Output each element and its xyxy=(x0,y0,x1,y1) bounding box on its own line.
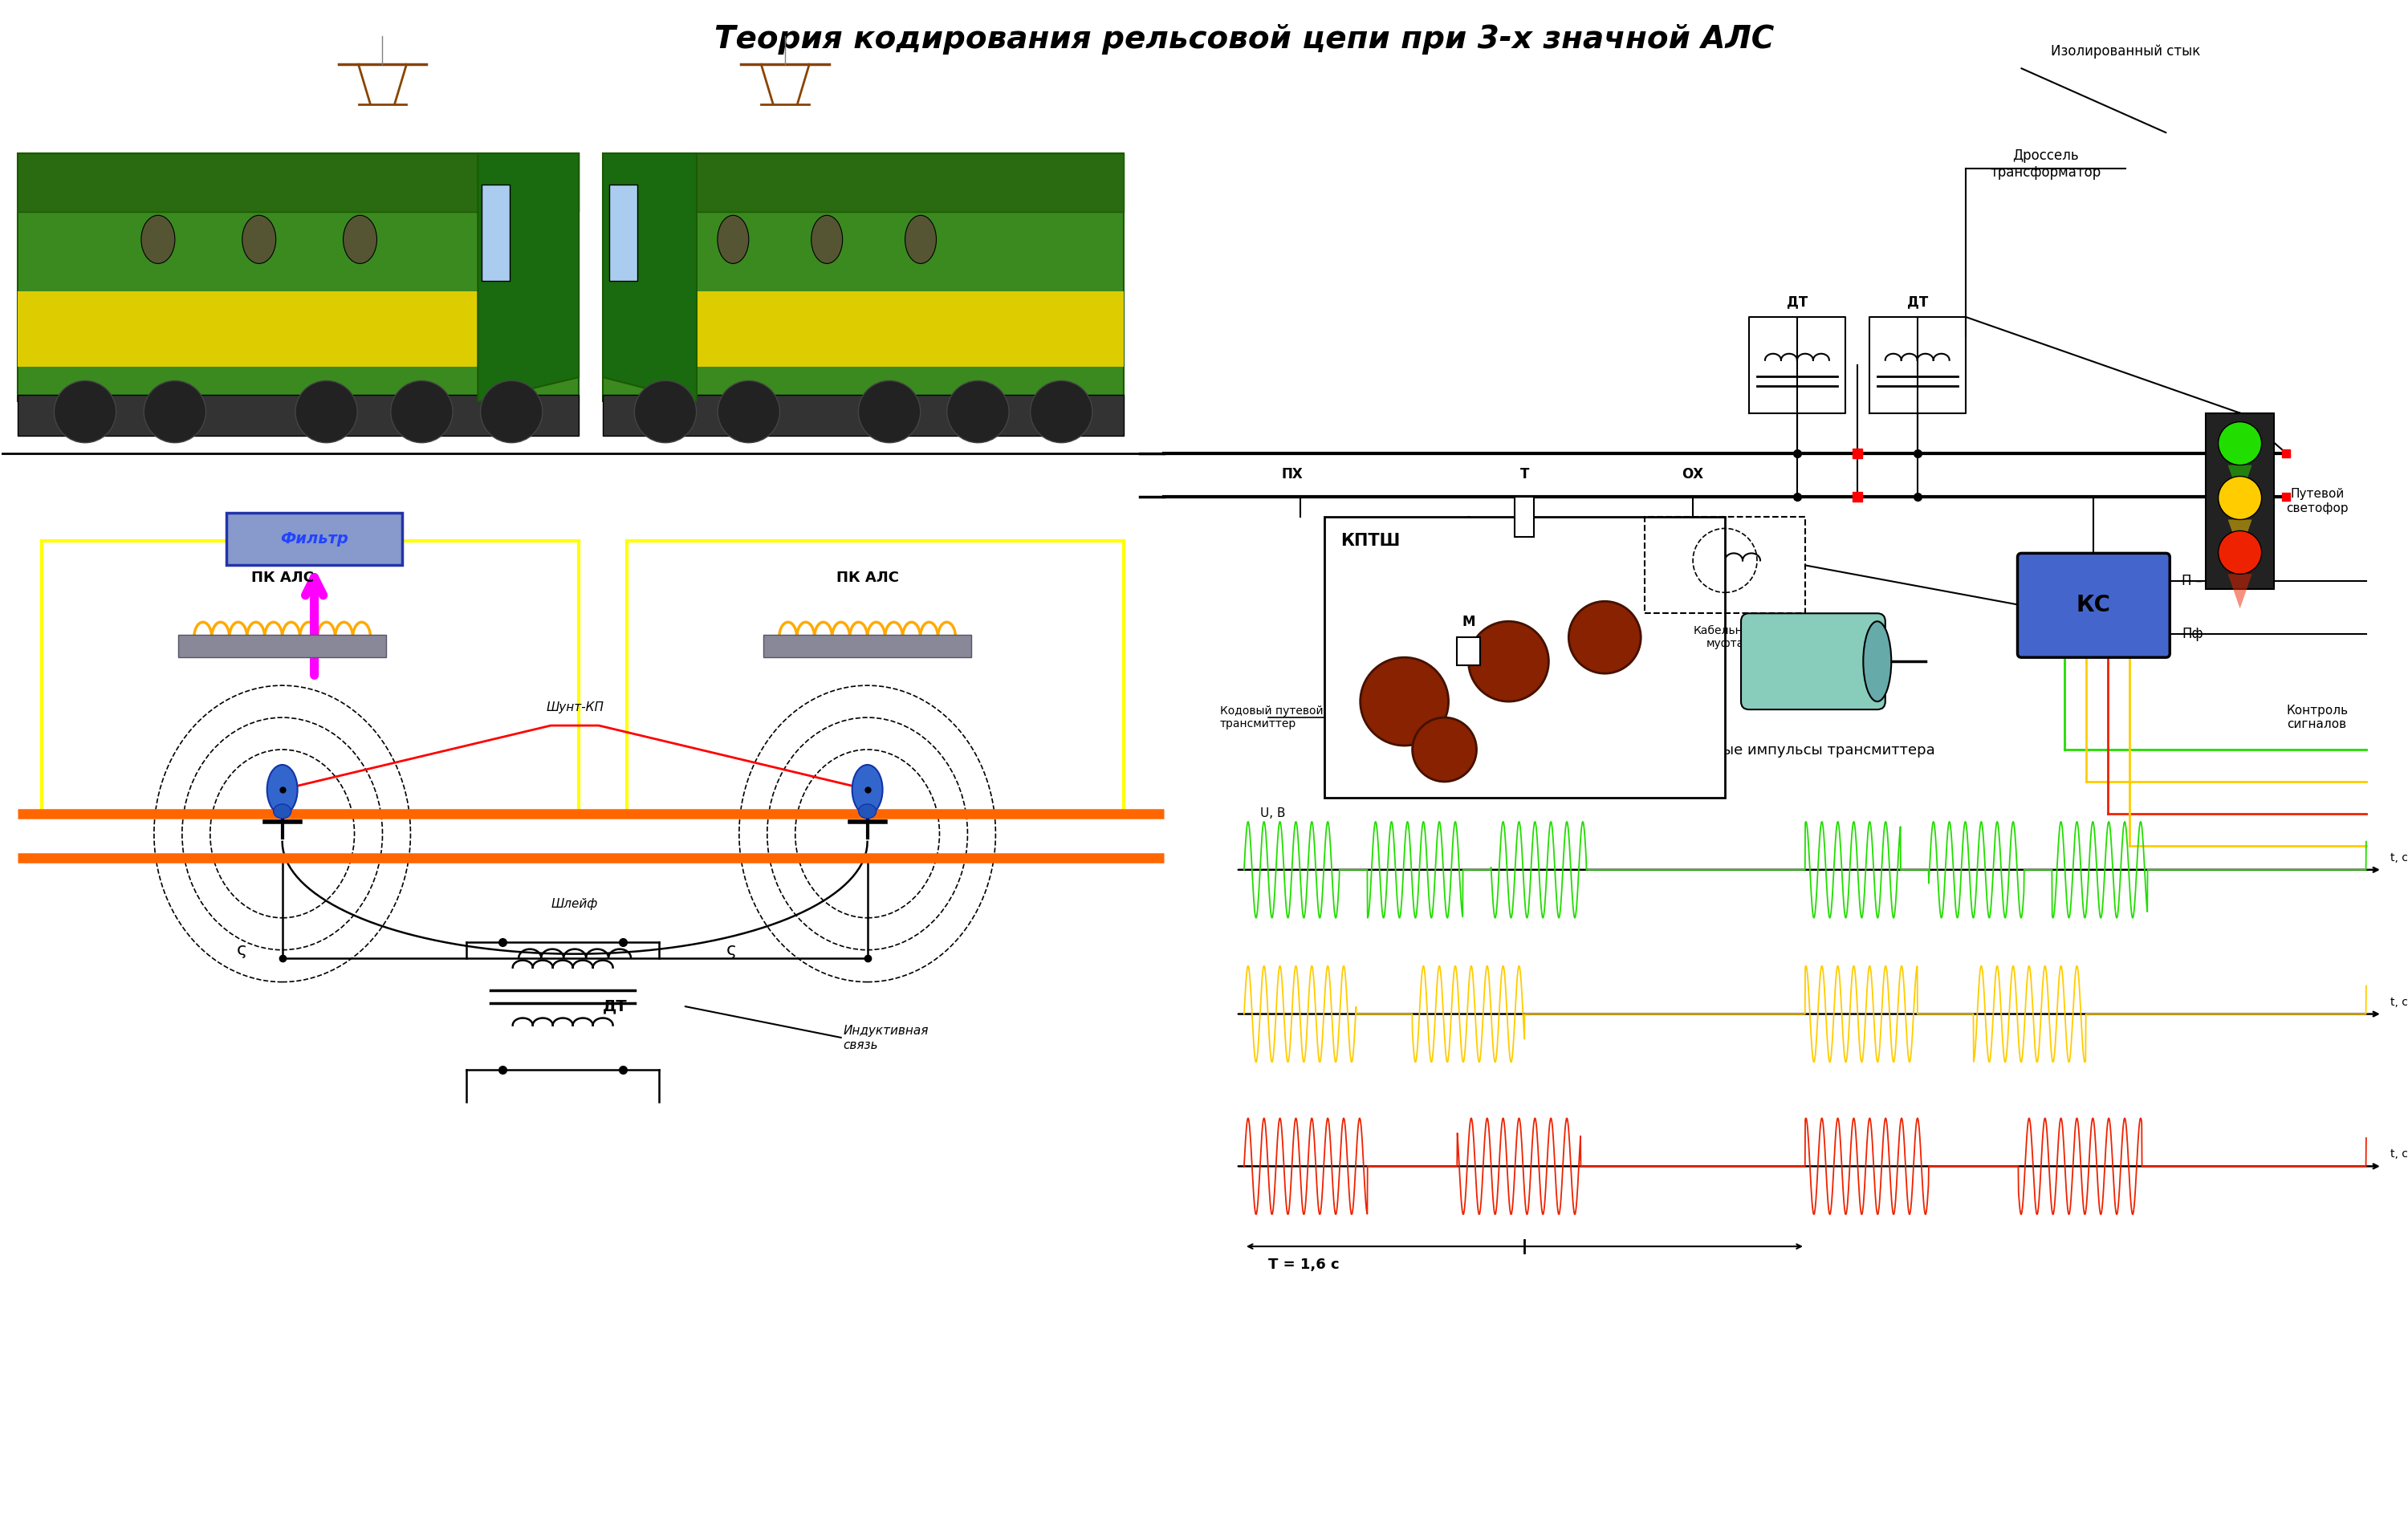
Polygon shape xyxy=(2227,519,2251,554)
Ellipse shape xyxy=(344,215,376,264)
Circle shape xyxy=(2218,531,2261,574)
Ellipse shape xyxy=(905,215,937,264)
Ellipse shape xyxy=(275,803,291,819)
Circle shape xyxy=(2218,422,2261,465)
FancyBboxPatch shape xyxy=(2018,553,2170,657)
Text: ПК АЛС: ПК АЛС xyxy=(250,571,313,585)
Text: T: T xyxy=(1519,467,1529,481)
Circle shape xyxy=(482,381,542,442)
Circle shape xyxy=(946,381,1009,442)
Circle shape xyxy=(1031,381,1093,442)
Circle shape xyxy=(857,381,920,442)
Text: Индуктивная
связь: Индуктивная связь xyxy=(843,1025,929,1051)
Bar xyxy=(17,154,578,401)
Text: ς: ς xyxy=(725,942,737,958)
Circle shape xyxy=(1568,601,1640,673)
Text: Шлейф: Шлейф xyxy=(551,899,597,909)
Polygon shape xyxy=(2227,465,2251,499)
FancyBboxPatch shape xyxy=(1741,613,1885,710)
Text: Контроль
сигналов: Контроль сигналов xyxy=(2285,705,2348,731)
Text: Теория кодирования рельсовой цепи при 3-х значной АЛС: Теория кодирования рельсовой цепи при 3-… xyxy=(715,25,1775,55)
Bar xyxy=(1457,637,1481,665)
Ellipse shape xyxy=(852,765,884,814)
Bar xyxy=(17,154,578,212)
Text: t, с: t, с xyxy=(2391,852,2408,863)
Circle shape xyxy=(718,381,780,442)
Circle shape xyxy=(296,381,356,442)
Bar xyxy=(1645,518,1806,613)
Text: ДТ: ДТ xyxy=(1787,295,1808,309)
Ellipse shape xyxy=(267,765,299,814)
Text: Шунт-КП: Шунт-КП xyxy=(547,702,604,714)
Circle shape xyxy=(1413,717,1476,782)
Text: ОХ: ОХ xyxy=(1683,467,1705,481)
Bar xyxy=(602,154,1125,401)
Ellipse shape xyxy=(243,215,277,264)
Text: Дроссель
трансформатор: Дроссель трансформатор xyxy=(1989,149,2102,180)
Text: Путевой
светофор: Путевой светофор xyxy=(2285,488,2348,515)
Circle shape xyxy=(53,381,116,442)
Text: ς: ς xyxy=(236,942,248,958)
Ellipse shape xyxy=(1864,622,1890,702)
Circle shape xyxy=(2218,476,2261,519)
Bar xyxy=(602,395,1125,436)
Text: Фильтр: Фильтр xyxy=(279,531,349,547)
Circle shape xyxy=(633,381,696,442)
Bar xyxy=(763,634,970,657)
Text: М: М xyxy=(1462,614,1476,630)
Text: ПХ: ПХ xyxy=(1281,467,1303,481)
Text: t, с: t, с xyxy=(2391,997,2408,1008)
Bar xyxy=(1515,498,1534,538)
Text: П –: П – xyxy=(2182,574,2203,588)
Text: КПТШ: КПТШ xyxy=(1341,533,1399,550)
Circle shape xyxy=(1469,622,1548,702)
Text: Кодовый путевой
трансмиттер: Кодовый путевой трансмиттер xyxy=(1221,705,1324,730)
Bar xyxy=(17,395,578,436)
Polygon shape xyxy=(602,154,696,401)
Ellipse shape xyxy=(142,215,176,264)
Text: КС: КС xyxy=(2076,594,2112,616)
Bar xyxy=(602,292,1125,367)
Bar xyxy=(609,184,638,281)
Text: Пф: Пф xyxy=(2182,627,2203,642)
Text: ДТ: ДТ xyxy=(1907,295,1929,309)
Bar xyxy=(178,634,385,657)
Bar xyxy=(2206,413,2273,590)
Bar xyxy=(602,154,1125,212)
Bar xyxy=(482,184,510,281)
Polygon shape xyxy=(477,154,578,401)
Ellipse shape xyxy=(811,215,843,264)
Bar xyxy=(1324,518,1724,797)
Ellipse shape xyxy=(718,215,749,264)
Text: U, В: U, В xyxy=(1259,808,1286,820)
Bar xyxy=(2,52,1139,453)
Text: ДТ: ДТ xyxy=(602,998,628,1014)
Text: t, с: t, с xyxy=(2391,1149,2408,1160)
Circle shape xyxy=(144,381,207,442)
Ellipse shape xyxy=(860,803,877,819)
Circle shape xyxy=(1361,657,1450,745)
Text: ПК АЛС: ПК АЛС xyxy=(836,571,898,585)
Bar xyxy=(226,513,402,565)
Text: Изолированный стык: Изолированный стык xyxy=(2052,45,2201,58)
Circle shape xyxy=(390,381,453,442)
Text: Кодовые импульсы трансмиттера: Кодовые импульсы трансмиттера xyxy=(1676,743,1934,757)
Text: T = 1,6 с: T = 1,6 с xyxy=(1269,1258,1339,1272)
Polygon shape xyxy=(2227,574,2251,608)
Text: Кабельная
муфта: Кабельная муфта xyxy=(1693,625,1755,650)
Bar xyxy=(17,292,578,367)
Text: КПТ-5: КПТ-5 xyxy=(1428,776,1479,790)
